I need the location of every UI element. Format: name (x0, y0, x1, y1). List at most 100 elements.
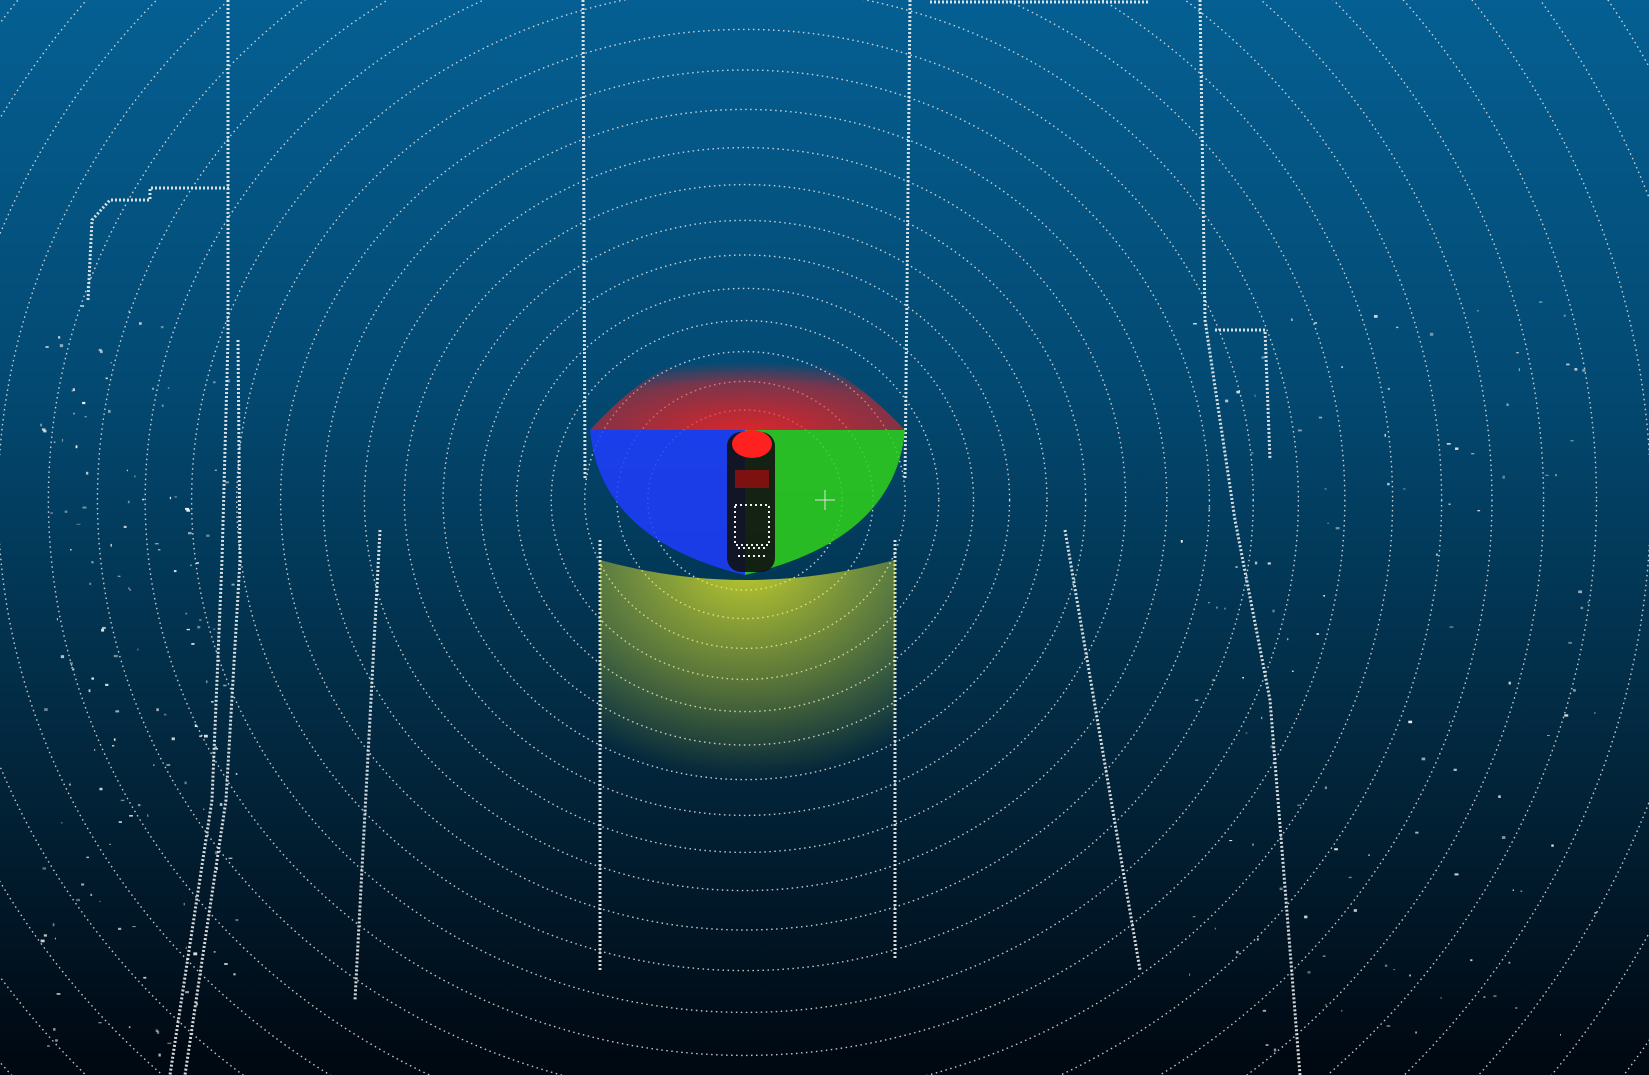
clutter-point (1298, 430, 1302, 432)
clutter-point (127, 470, 128, 472)
clutter-point (232, 584, 235, 586)
clutter-point (73, 388, 75, 391)
clutter-point (1408, 721, 1412, 724)
clutter-point (1253, 843, 1254, 846)
clutter-point (1471, 453, 1474, 454)
clutter-point (47, 1045, 50, 1047)
clutter-point (161, 326, 164, 328)
clutter-point (225, 481, 229, 483)
clutter-point (1297, 805, 1301, 806)
clutter-point (191, 643, 194, 645)
clutter-point (142, 499, 144, 501)
clutter-point (86, 857, 89, 859)
clutter-point (1477, 510, 1480, 511)
clutter-point (1498, 795, 1501, 798)
left-curb-inner (185, 340, 240, 1075)
clutter-point (216, 868, 218, 871)
clutter-point (99, 788, 102, 791)
right-curb (1200, 0, 1300, 1075)
clutter-point (61, 822, 63, 823)
clutter-point (204, 735, 208, 738)
clutter-point (1436, 554, 1438, 556)
clutter-point (1272, 610, 1274, 613)
clutter-point (1388, 388, 1390, 390)
clutter-point (1325, 488, 1327, 489)
clutter-point (121, 800, 125, 801)
clutter-point (156, 1029, 159, 1032)
clutter-point (57, 618, 58, 620)
clutter-point (187, 629, 190, 630)
clutter-point (43, 867, 47, 869)
clutter-point (1280, 888, 1283, 891)
clutter-point (1555, 474, 1557, 476)
clutter-point (1454, 769, 1457, 771)
clutter-point (170, 497, 171, 499)
clutter-point (1385, 434, 1386, 437)
clutter-point (81, 884, 84, 886)
clutter-point (1336, 527, 1340, 529)
clutter-point (1263, 1010, 1266, 1012)
clutter-point (156, 708, 159, 711)
clutter-point (73, 413, 75, 415)
clutter-point (1349, 877, 1352, 878)
clutter-point (54, 442, 56, 443)
clutter-point (1304, 916, 1307, 919)
clutter-point (1195, 700, 1198, 701)
clutter-point (155, 543, 159, 544)
clutter-point (111, 362, 112, 363)
clutter-point (69, 784, 71, 786)
clutter-point (1409, 975, 1411, 977)
clutter-point (215, 747, 217, 748)
clutter-point (1477, 310, 1479, 311)
clutter-point (118, 576, 121, 577)
left-curb (170, 0, 228, 1075)
clutter-point (228, 380, 231, 383)
clutter-point (53, 1028, 55, 1031)
clutter-point (175, 496, 177, 497)
clutter-point (41, 940, 45, 943)
clutter-point (1292, 671, 1294, 672)
clutter-point (211, 701, 214, 702)
clutter-point (1447, 443, 1451, 445)
clutter-point (129, 311, 130, 313)
clutter-point (91, 678, 94, 680)
clutter-point (147, 814, 148, 817)
clutter-point (1257, 938, 1259, 940)
clutter-point (1225, 400, 1228, 403)
clutter-point (1236, 391, 1240, 394)
clutter-point (128, 588, 129, 590)
clutter-point (188, 532, 192, 534)
clutter-point (203, 809, 204, 810)
clutter-point (134, 475, 135, 477)
clutter-point (1387, 1025, 1391, 1027)
clutter-point (1564, 714, 1568, 716)
clutter-point (1430, 333, 1433, 336)
clutter-point (98, 1022, 101, 1023)
clutter-point (55, 1039, 58, 1041)
clutter-point (1545, 475, 1549, 476)
clutter-point (61, 655, 64, 658)
clutter-point (1455, 873, 1459, 875)
clutter-point (1578, 591, 1582, 594)
clutter-point (73, 668, 75, 670)
clutter-point (199, 619, 201, 621)
clutter-point (91, 561, 93, 563)
clutter-point (1516, 1007, 1518, 1009)
clutter-point (1341, 1010, 1342, 1012)
clutter-point (1212, 679, 1214, 681)
clutter-point (1595, 912, 1597, 913)
clutter-point (224, 963, 228, 965)
clutter-point (1193, 916, 1196, 917)
clutter-point (162, 405, 164, 407)
clutter-point (71, 667, 73, 669)
clutter-point (1327, 523, 1328, 524)
clutter-point (1502, 476, 1505, 479)
clutter-point (1261, 717, 1262, 719)
clutter-point (174, 570, 177, 572)
clutter-point (105, 684, 108, 686)
clutter-point (185, 782, 187, 785)
clutter-point (114, 738, 116, 740)
clutter-point (1547, 735, 1550, 736)
